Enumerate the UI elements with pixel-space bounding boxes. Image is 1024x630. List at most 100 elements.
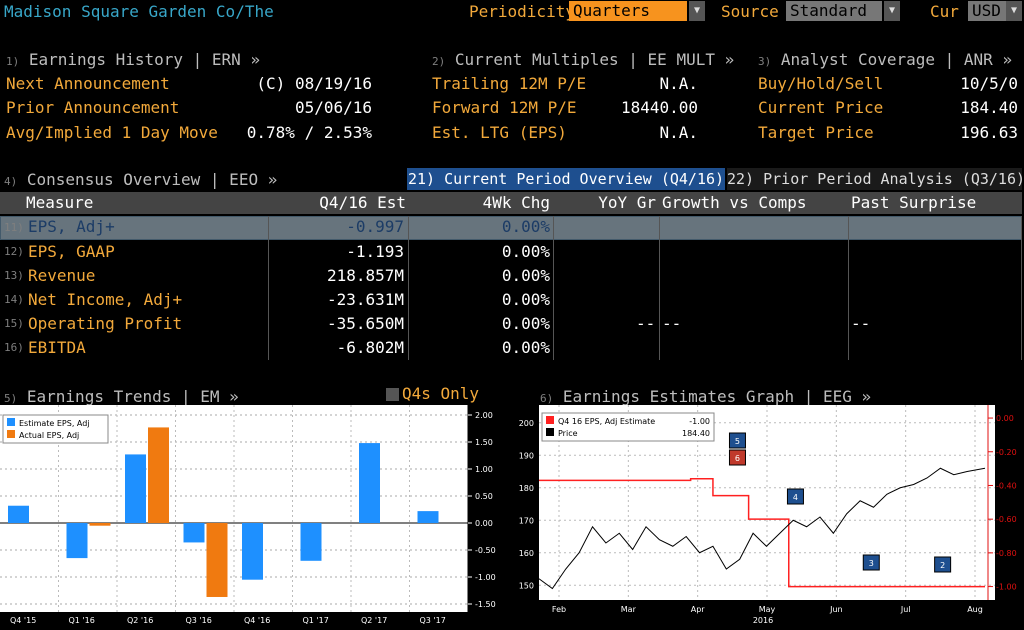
- estimate-line: [539, 477, 985, 588]
- eeg-right-tick-label: -0.60: [996, 515, 1017, 524]
- periodicity-label: Periodicity: [469, 2, 575, 21]
- chg-cell: 0.00%: [501, 314, 550, 333]
- eeg-legend-value-estimate: -1.00: [689, 417, 710, 426]
- estimate-bar: [8, 505, 29, 523]
- trends-y-tick-label: 1.00: [475, 465, 493, 474]
- eeg-right-tick-label: 0.00: [996, 414, 1014, 423]
- target-price-value: 196.63: [960, 123, 1018, 142]
- eeg-left-axis: 200 190 180 170 160 150: [519, 419, 534, 591]
- current-multiples-header[interactable]: 2) Current Multiples | EE MULT »: [432, 50, 735, 69]
- avg-implied-move-value: 0.78% / 2.53%: [246, 123, 372, 142]
- source-select[interactable]: Standard: [786, 1, 882, 21]
- trends-x-tick-label: Q3 '17: [420, 616, 446, 625]
- estimate-revision-marker[interactable]: 4: [786, 488, 804, 505]
- table-row[interactable]: 12) EPS, GAAP -1.193 0.00%: [0, 240, 1022, 264]
- measure-cell: EBITDA: [28, 338, 86, 357]
- currency-dropdown-icon[interactable]: ▼: [1006, 1, 1022, 21]
- actual-bar: [206, 523, 228, 597]
- table-row[interactable]: 14) Net Income, Adj+ -23.631M 0.00%: [0, 288, 1022, 312]
- consensus-table-body: [0, 216, 1022, 360]
- forward-pe-value: 18440.00: [620, 98, 698, 117]
- est-ltg-label: Est. LTG (EPS): [432, 123, 567, 142]
- chg-cell: 0.00%: [501, 242, 550, 261]
- eeg-x-axis: Feb Mar Apr May Jun Jul Aug 2016: [552, 605, 983, 625]
- tab-current-period[interactable]: 21) Current Period Overview (Q4/16): [407, 168, 725, 190]
- analyst-coverage-header[interactable]: 3) Analyst Coverage | ANR »: [758, 50, 1013, 69]
- trends-x-tick-label: Q1 '17: [303, 616, 329, 625]
- trends-y-tick-label: 0.00: [475, 519, 493, 528]
- consensus-table-header: [0, 192, 1022, 214]
- consensus-overview-header[interactable]: 4) Consensus Overview | EEO »: [4, 170, 278, 189]
- est-cell: -6.802M: [336, 338, 404, 357]
- est-cell: -35.650M: [326, 314, 404, 333]
- currency-select[interactable]: USD: [968, 1, 1008, 21]
- eeg-right-tick-label: -0.20: [996, 448, 1017, 457]
- eeg-left-tick-label: 180: [519, 484, 534, 493]
- prior-announcement-value: 05/06/16: [294, 98, 372, 117]
- est-cell: -0.997: [346, 217, 404, 236]
- col-divider: [848, 216, 849, 360]
- next-announcement-label: Next Announcement: [6, 74, 170, 93]
- source-dropdown-icon[interactable]: ▼: [884, 1, 900, 21]
- estimate-revision-marker[interactable]: 6: [728, 449, 746, 466]
- estimate-revision-marker[interactable]: 5: [728, 432, 746, 449]
- actual-bar: [148, 427, 169, 523]
- eeg-x-tick-label: May: [759, 605, 776, 614]
- table-row[interactable]: 13) Revenue 218.857M 0.00%: [0, 264, 1022, 288]
- trends-bars: [8, 427, 439, 597]
- estimate-bar: [66, 523, 88, 559]
- estimate-bar: [300, 523, 322, 561]
- avg-implied-move-label: Avg/Implied 1 Day Move: [6, 123, 218, 142]
- estimate-revision-marker[interactable]: 2: [934, 556, 952, 573]
- trends-y-tick-label: -1.00: [475, 573, 496, 582]
- measure-cell: Operating Profit: [28, 314, 183, 333]
- tab-prior-period[interactable]: 22) Prior Period Analysis (Q3/16): [727, 168, 1024, 190]
- trends-x-tick-label: Q4 '16: [244, 616, 270, 625]
- chg-cell: 0.00%: [501, 290, 550, 309]
- trailing-pe-label: Trailing 12M P/E: [432, 74, 587, 93]
- col-growth-vs-comps: Growth vs Comps: [662, 193, 807, 212]
- measure-cell: EPS, Adj+: [28, 217, 115, 236]
- marker-label: 5: [735, 437, 740, 446]
- eeg-right-tick-label: -0.80: [996, 549, 1017, 558]
- eeg-left-tick-label: 170: [519, 516, 534, 525]
- marker-label: 4: [793, 493, 798, 502]
- col-divider: [408, 216, 409, 360]
- trends-y-tick-label: -1.50: [475, 600, 496, 609]
- estimates-graph-header[interactable]: 6) Earnings Estimates Graph | EEG »: [540, 387, 872, 406]
- legend-box: [2, 414, 109, 444]
- col-yoy-gr: YoY Gr: [598, 193, 656, 212]
- trends-y-tick-label: 1.50: [475, 438, 493, 447]
- trends-legend: Estimate EPS, Adj Actual EPS, Adj: [2, 414, 109, 444]
- actual-bar: [89, 523, 111, 526]
- past-surprise-cell: --: [851, 314, 871, 333]
- table-row[interactable]: 16) EBITDA -6.802M 0.00%: [0, 336, 1022, 360]
- table-row[interactable]: 11) EPS, Adj+ -0.997 0.00%: [4, 217, 550, 236]
- source-label: Source: [721, 2, 779, 21]
- estimate-revision-marker[interactable]: 3: [862, 554, 880, 571]
- estimate-bar: [359, 443, 380, 523]
- estimate-bar: [417, 511, 439, 523]
- marker-box: [934, 556, 952, 573]
- col-4wk-chg: 4Wk Chg: [482, 193, 550, 212]
- q4s-only-checkbox[interactable]: [386, 388, 399, 401]
- trends-y-tick-label: 2.00: [475, 411, 493, 420]
- eeg-lines: [538, 467, 986, 590]
- estimates-graph-chart: 5 6 4 3 2 200 190 180 170 160 150 0.00 -0.20 -0.40 -…: [519, 405, 1017, 625]
- buy-hold-sell-label: Buy/Hold/Sell: [758, 74, 884, 93]
- current-price-label: Current Price: [758, 98, 884, 117]
- selected-row-highlight: [0, 216, 1022, 240]
- periodicity-dropdown-icon[interactable]: ▼: [689, 1, 705, 21]
- growth-vs-comps-cell: --: [662, 314, 682, 333]
- marker-label: 3: [869, 559, 874, 568]
- eeg-left-tick-label: 190: [519, 451, 534, 460]
- table-row[interactable]: 15) Operating Profit -35.650M 0.00% -- -…: [0, 312, 1022, 336]
- earnings-trends-header[interactable]: 5) Earnings Trends | EM »: [4, 387, 239, 406]
- eeg-x-tick-label: Jul: [900, 605, 911, 614]
- marker-box: [862, 554, 880, 571]
- periodicity-select[interactable]: Quarters: [569, 1, 687, 21]
- col-divider: [659, 216, 660, 360]
- marker-box: [728, 449, 746, 466]
- legend-swatch-estimate: [7, 418, 15, 426]
- earnings-history-header[interactable]: 1) Earnings History | ERN »: [6, 50, 261, 69]
